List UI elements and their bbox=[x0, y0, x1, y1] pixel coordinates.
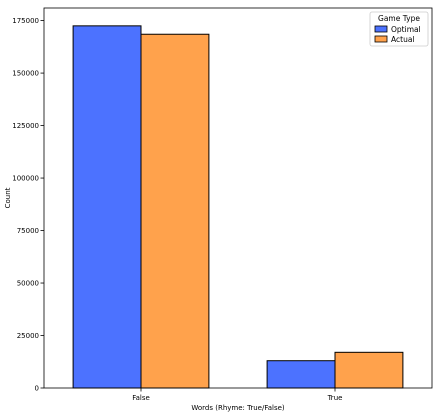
bar-optimal-true bbox=[266, 360, 336, 389]
y-tick-label: 125000 bbox=[12, 122, 39, 130]
bar-optimal-false bbox=[72, 25, 142, 389]
legend-swatch-actual bbox=[374, 35, 388, 43]
legend-label-optimal: Optimal bbox=[391, 25, 421, 34]
x-tick-label: False bbox=[132, 394, 150, 402]
y-tick-label: 150000 bbox=[12, 70, 39, 78]
y-axis-ticks: 0 25000 50000 75000 100000 125000 150000 175000 bbox=[12, 17, 44, 393]
y-tick-label: 0 bbox=[35, 385, 39, 393]
plot-area bbox=[43, 7, 433, 389]
y-tick-label: 25000 bbox=[17, 332, 39, 340]
plot-frame bbox=[43, 7, 433, 389]
bar-actual-true bbox=[334, 351, 404, 389]
bars bbox=[72, 25, 404, 389]
legend-title: Game Type bbox=[378, 14, 420, 23]
x-axis-label: Words (Rhyme: True/False) bbox=[191, 404, 285, 412]
legend-label-actual: Actual bbox=[391, 35, 415, 44]
x-axis-ticks: False True bbox=[132, 388, 342, 402]
x-tick-label: True bbox=[327, 394, 343, 402]
y-axis-label: Count bbox=[4, 187, 12, 208]
bar-actual-false bbox=[140, 33, 210, 389]
y-tick-label: 75000 bbox=[17, 227, 39, 235]
y-tick-label: 100000 bbox=[12, 175, 39, 183]
y-tick-label: 175000 bbox=[12, 17, 39, 25]
legend-swatch-optimal bbox=[374, 25, 388, 33]
y-tick-label: 50000 bbox=[17, 280, 39, 288]
